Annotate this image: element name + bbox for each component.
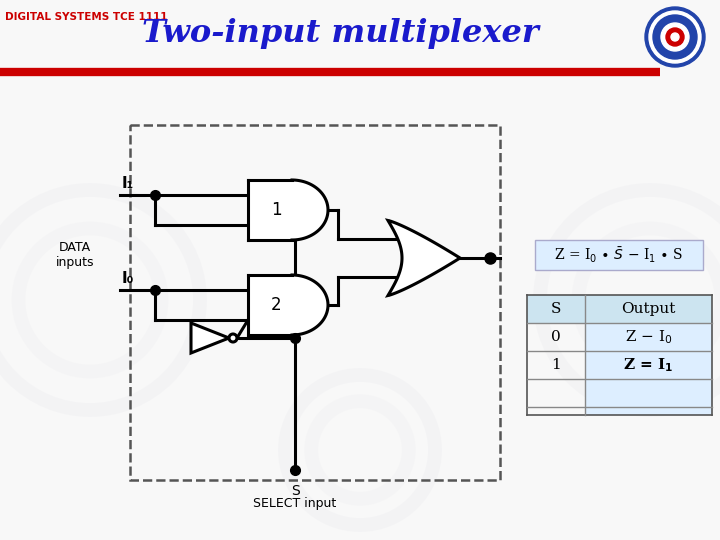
Circle shape: [649, 11, 701, 63]
Bar: [535, 240, 703, 270]
Bar: [130, 125, 500, 480]
Bar: [527, 295, 712, 323]
Polygon shape: [191, 323, 229, 353]
Text: DATA
inputs: DATA inputs: [55, 241, 94, 269]
Text: Z $-$ I$_0$: Z $-$ I$_0$: [625, 328, 672, 346]
Bar: [248, 275, 292, 335]
Text: SELECT input: SELECT input: [253, 497, 337, 510]
Polygon shape: [292, 275, 328, 335]
Text: DIGITAL SYSTEMS TCE 1111: DIGITAL SYSTEMS TCE 1111: [5, 12, 168, 22]
Polygon shape: [388, 220, 460, 295]
Circle shape: [671, 33, 679, 41]
Circle shape: [666, 28, 684, 46]
Text: 2: 2: [271, 296, 282, 314]
Text: S: S: [291, 484, 300, 498]
Text: 1: 1: [551, 358, 561, 372]
Text: S: S: [551, 302, 561, 316]
Circle shape: [661, 23, 689, 51]
Text: 1: 1: [271, 201, 282, 219]
Text: I₁: I₁: [122, 176, 134, 191]
Circle shape: [229, 334, 237, 342]
Polygon shape: [292, 180, 328, 240]
Circle shape: [645, 7, 705, 67]
Text: 0: 0: [551, 330, 561, 344]
Text: Z = I$_\mathbf{1}$: Z = I$_\mathbf{1}$: [624, 356, 674, 374]
Circle shape: [653, 15, 697, 59]
Bar: [248, 180, 292, 240]
Text: I₀: I₀: [122, 271, 135, 286]
Text: Output: Output: [621, 302, 675, 316]
Bar: [585, 323, 712, 415]
Text: Z = I$_0$ $\bullet$ $\bar{S}$ $-$ I$_1$ $\bullet$ S: Z = I$_0$ $\bullet$ $\bar{S}$ $-$ I$_1$ …: [554, 245, 683, 265]
Text: Two-input multiplexer: Two-input multiplexer: [142, 18, 539, 49]
